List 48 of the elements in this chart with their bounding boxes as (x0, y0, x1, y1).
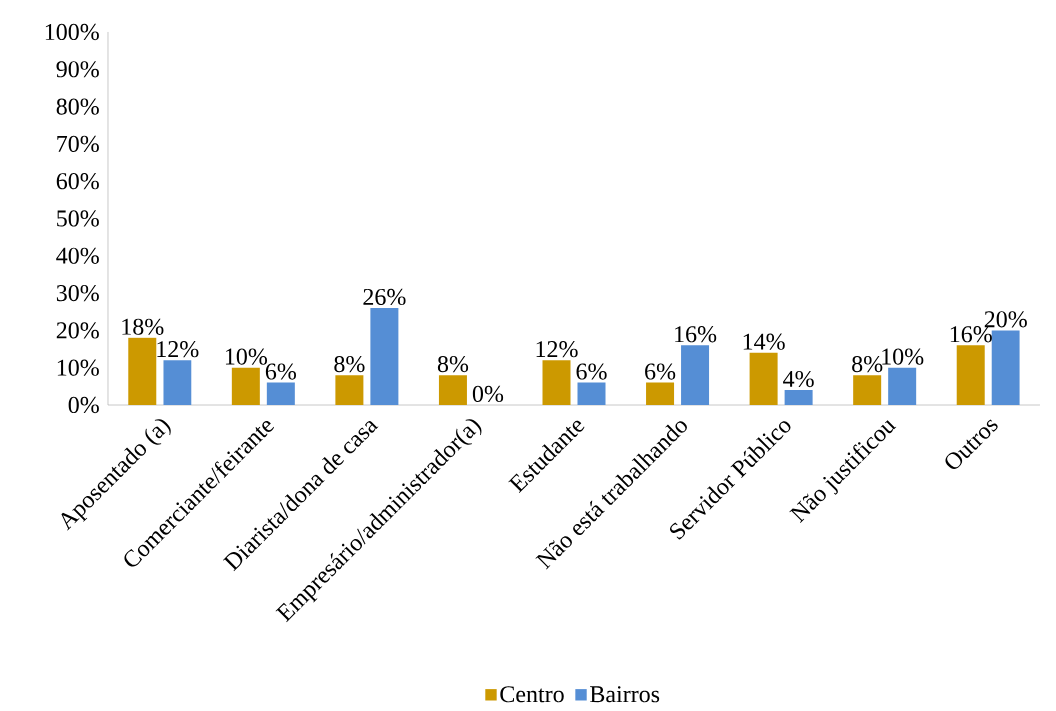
bar (991, 330, 1020, 405)
data-label: 8% (334, 355, 365, 373)
bar (646, 382, 675, 405)
bar (784, 390, 813, 405)
data-label: 14% (743, 333, 785, 350)
data-label: 0% (472, 385, 504, 403)
bar (266, 382, 295, 405)
y-tick-label: 40% (56, 247, 99, 264)
y-tick-label: 80% (56, 98, 99, 115)
bar (577, 382, 606, 405)
y-tick-label: 100% (45, 23, 99, 41)
data-label: 8% (437, 355, 469, 373)
data-label: 6% (265, 363, 297, 380)
y-tick-label: 60% (56, 173, 99, 190)
bar (853, 375, 882, 405)
bar (542, 360, 571, 405)
y-tick-label: 20% (56, 322, 99, 339)
bar (749, 352, 778, 405)
bar (370, 308, 399, 405)
data-label: 8% (852, 355, 883, 373)
y-tick-label: 90% (56, 61, 99, 78)
data-label: 18% (122, 318, 164, 335)
bar (335, 375, 364, 405)
y-tick-label: 30% (56, 284, 99, 302)
legend-label: Centro (500, 686, 564, 703)
data-label: 6% (576, 363, 607, 380)
data-label: 16% (675, 326, 717, 343)
data-label: 26% (363, 288, 406, 306)
data-label: 20% (984, 311, 1027, 328)
data-label: 16% (950, 326, 992, 343)
bar (681, 345, 710, 405)
y-tick-label: 10% (57, 359, 99, 376)
data-label: 12% (536, 341, 578, 358)
data-label: 12% (157, 341, 199, 358)
data-label: 10% (882, 348, 924, 365)
bar (163, 360, 192, 405)
bar (956, 345, 985, 405)
data-label: 6% (645, 363, 676, 380)
y-tick-label: 0% (68, 396, 99, 414)
legend-label: Bairros (590, 686, 660, 703)
data-label: 4% (783, 370, 814, 388)
y-tick-label: 50% (57, 210, 99, 227)
y-tick-label: 70% (57, 135, 99, 153)
bar (888, 367, 917, 405)
data-label: 10% (225, 348, 268, 365)
bar (128, 337, 157, 405)
bar (231, 367, 260, 405)
bar (438, 375, 467, 405)
